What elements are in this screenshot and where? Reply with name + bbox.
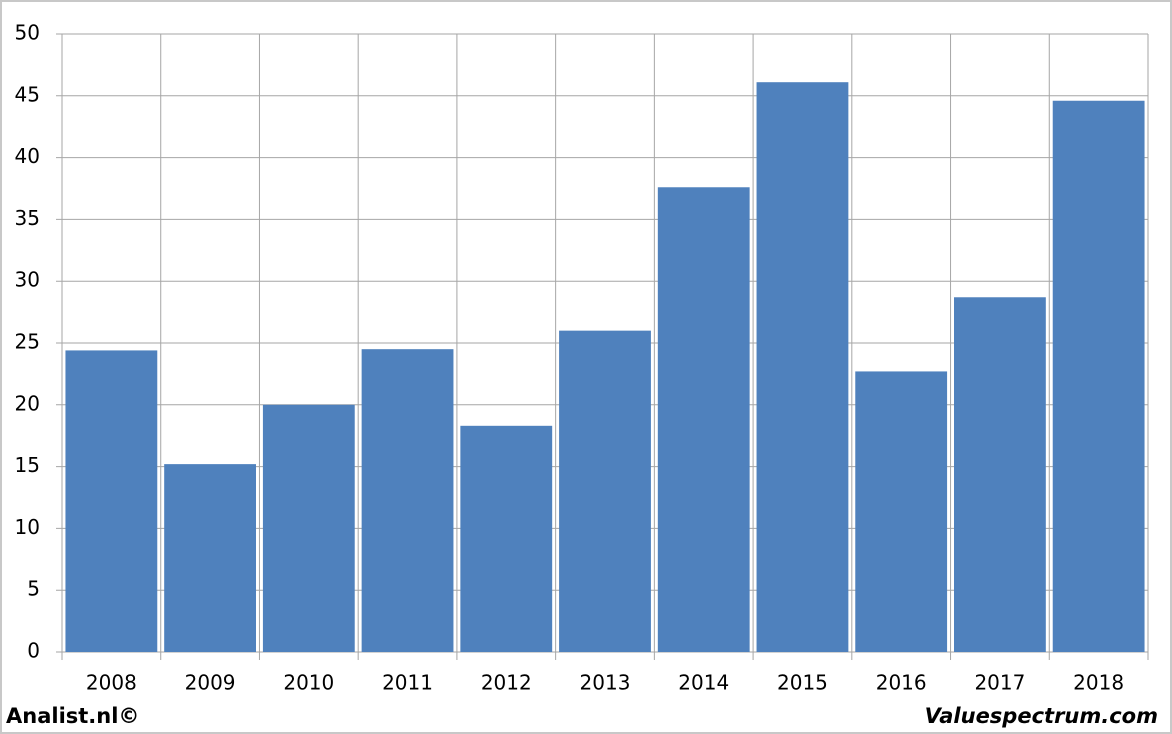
y-tick-label: 40 [15,144,40,168]
x-tick-label: 2010 [283,671,334,695]
x-tick-label: 2017 [974,671,1025,695]
bar [954,297,1046,652]
bar [262,404,355,652]
y-tick-label: 30 [15,268,40,292]
bar [460,425,553,652]
bar [657,187,750,652]
x-tick-label: 2013 [580,671,631,695]
y-tick-label: 25 [15,330,40,354]
x-tick-label: 2014 [678,671,729,695]
x-tick-label: 2015 [777,671,828,695]
x-tick-label: 2009 [185,671,236,695]
y-tick-label: 35 [15,206,40,230]
y-tick-label: 45 [15,82,40,106]
footer-left: Analist.nl© [6,704,139,728]
x-tick-label: 2008 [86,671,137,695]
x-tick-label: 2016 [876,671,927,695]
y-tick-label: 0 [27,639,40,663]
footer-right: Valuespectrum.com [925,704,1158,728]
bar [756,82,849,653]
bar [361,349,454,652]
bar [65,350,158,652]
y-tick-label: 5 [27,577,40,601]
bar [559,330,651,652]
x-tick-label: 2018 [1073,671,1124,695]
x-tick-label: 2011 [382,671,433,695]
y-tick-label: 10 [15,515,40,539]
bar [164,464,256,652]
y-tick-label: 15 [15,453,40,477]
bar [1052,100,1145,652]
y-tick-label: 20 [15,391,40,415]
x-tick-label: 2012 [481,671,532,695]
y-tick-label: 50 [15,21,40,45]
bar [855,371,948,652]
